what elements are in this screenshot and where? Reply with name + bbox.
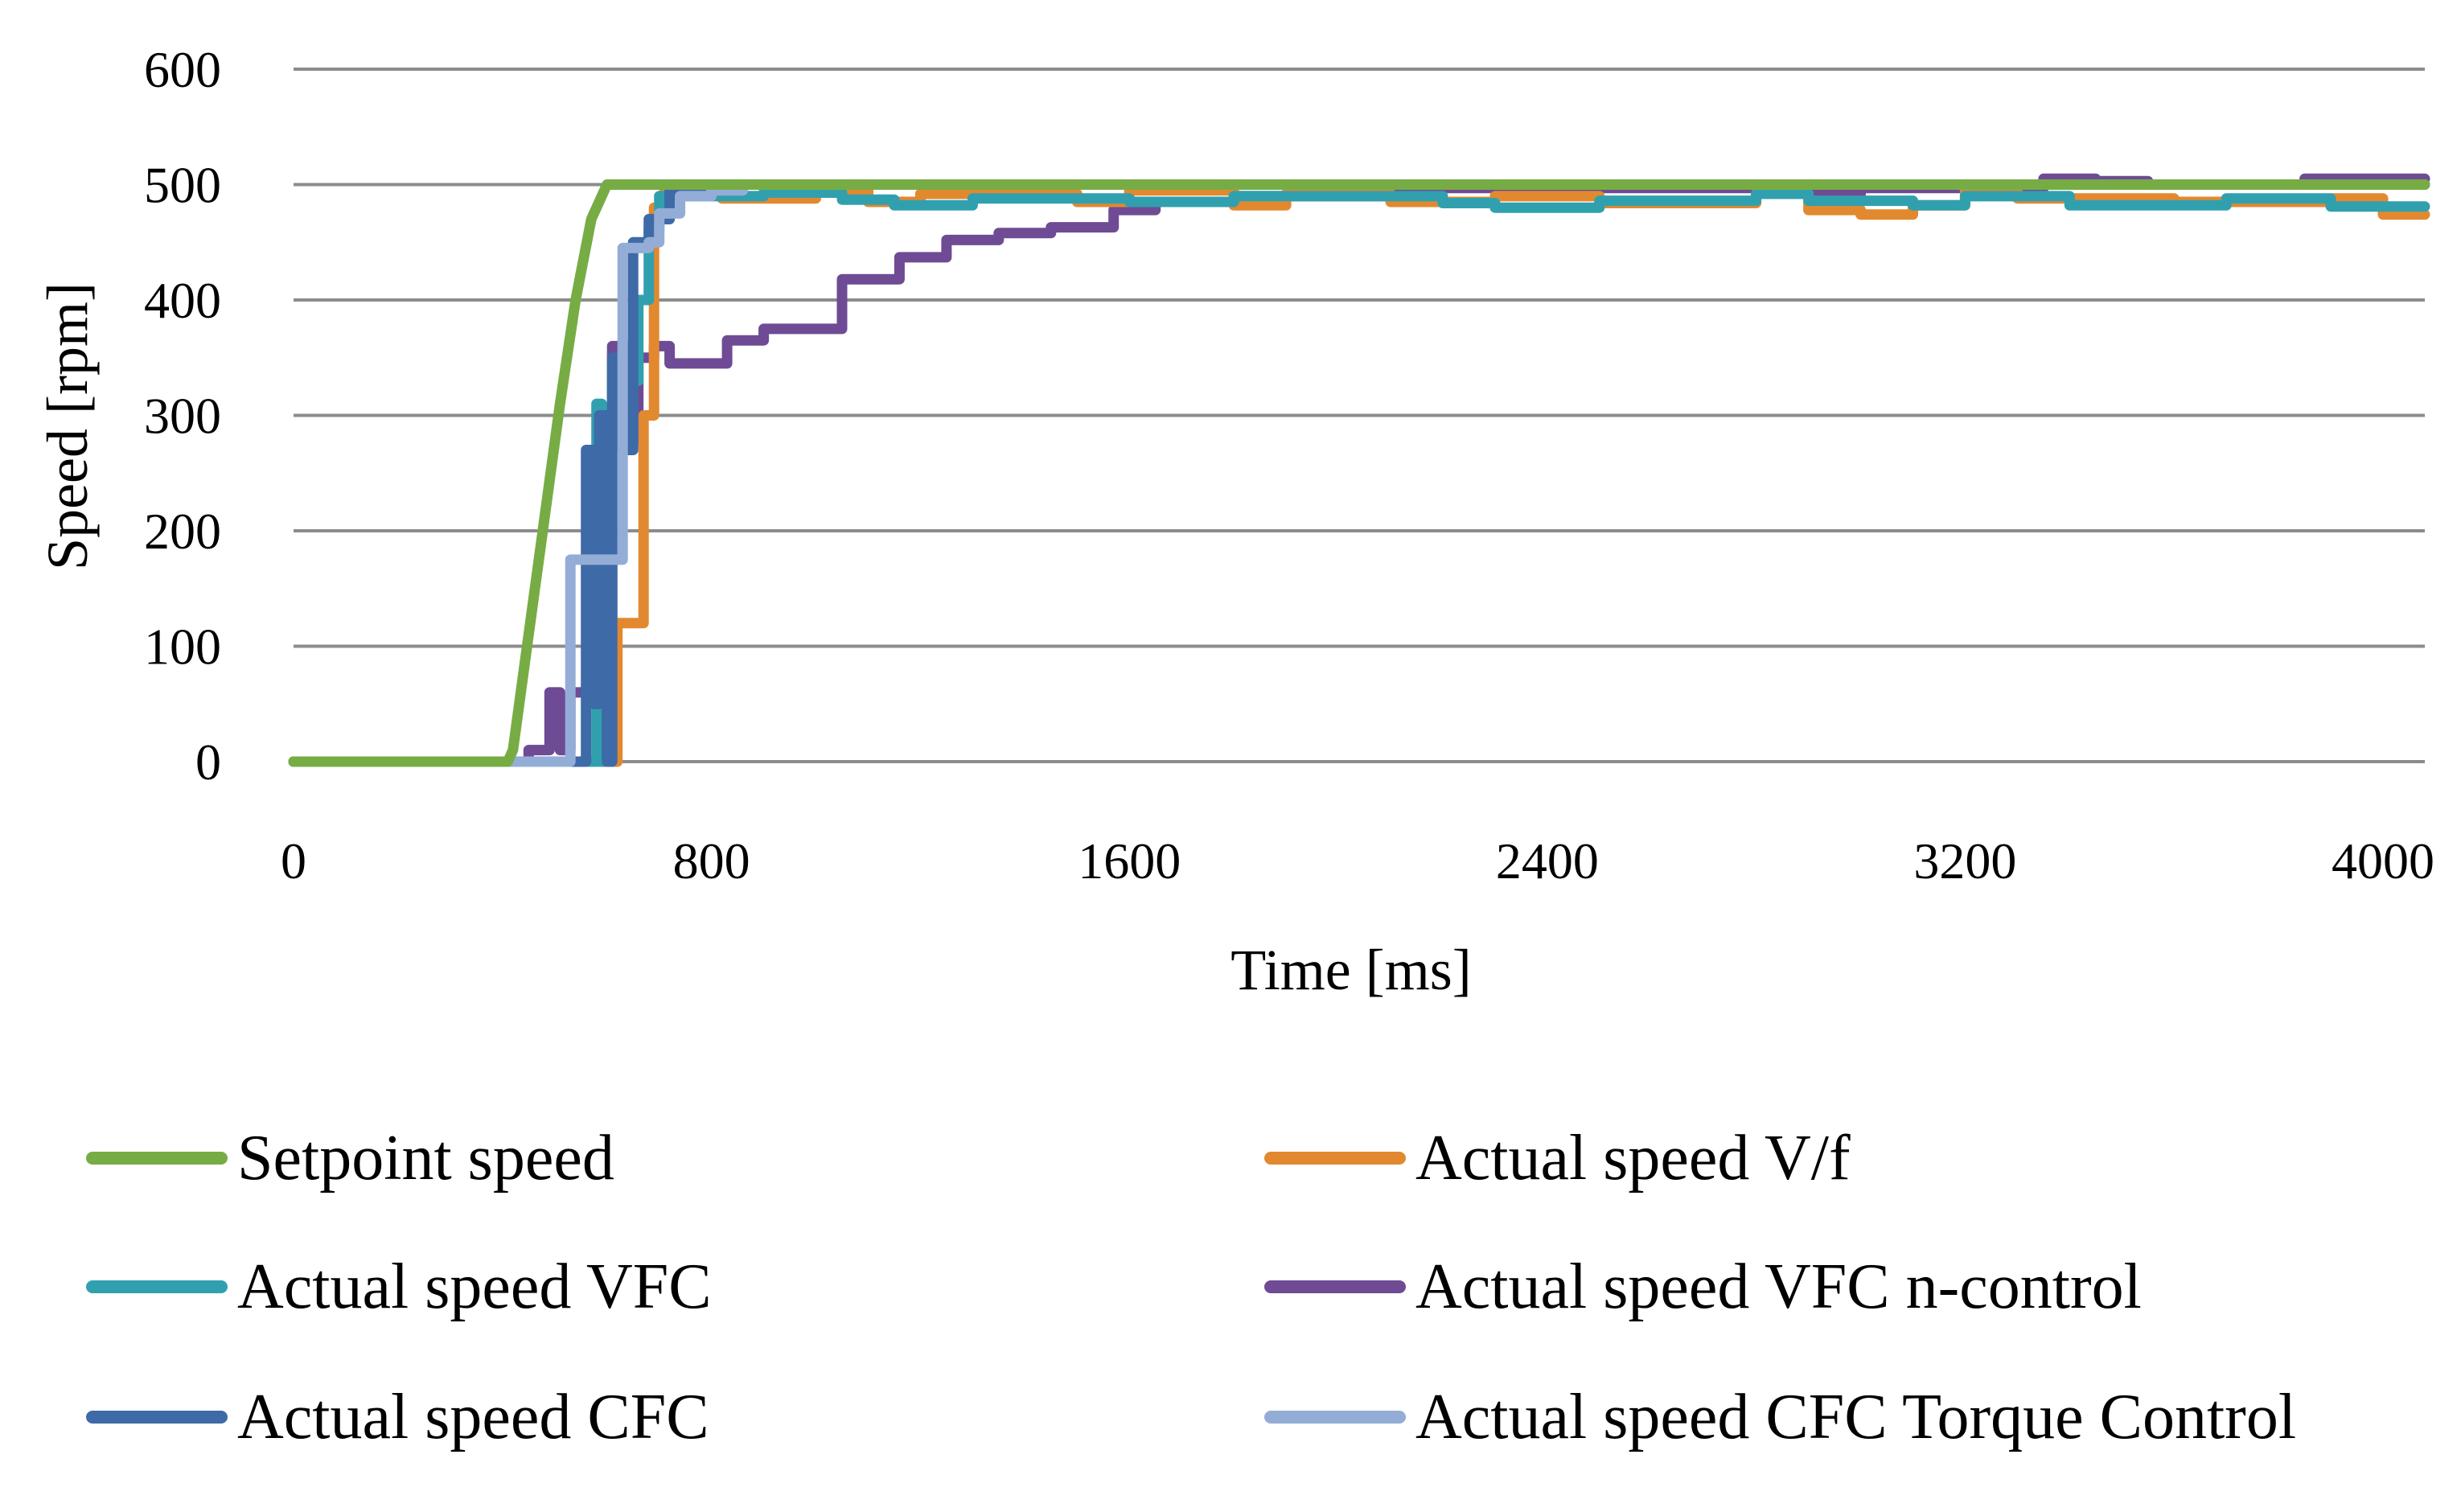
legend-item: Actual speed CFC [86,1382,709,1452]
legend-item: Setpoint speed [86,1123,614,1194]
x-tick-label: 1600 [1078,832,1181,890]
y-tick-label: 200 [144,503,221,560]
series-line-actual-speed-cfc [288,179,2430,767]
legend-item: Actual speed VFC [86,1251,712,1322]
y-tick-label: 500 [144,157,221,214]
series-line-actual-speed-cfc-torque-control [288,179,2430,767]
legend-label: Actual speed CFC [237,1382,709,1452]
legend-item: Actual speed V/f [1264,1123,1851,1194]
legend: Setpoint speed Actual speed V/f Actual spe… [86,1123,2296,1452]
x-tick-label: 4000 [2332,832,2434,890]
y-axis-title: Speed [rpm] [35,282,100,570]
legend-label: Actual speed VFC [237,1251,712,1322]
legend-item: Actual speed CFC Torque Control [1264,1382,2296,1452]
y-tick-label: 600 [144,41,221,98]
y-tick-label: 0 [195,733,221,791]
legend-item: Actual speed VFC n-control [1264,1251,2142,1322]
legend-label: Actual speed V/f [1415,1123,1851,1194]
y-tick-label: 300 [144,388,221,445]
x-tick-label: 0 [281,832,306,890]
legend-label: Actual speed CFC Torque Control [1415,1382,2296,1452]
series-lines [288,173,2430,767]
x-tick-label: 2400 [1496,832,1599,890]
x-tick-label: 3200 [1913,832,2016,890]
y-axis-tick-labels: 0 100 200 300 400 500 600 [144,41,221,791]
y-tick-label: 100 [144,618,221,676]
x-axis-title: Time [ms] [1230,938,1471,1002]
series-line-setpoint-speed [288,179,2430,767]
x-axis-tick-labels: 0 800 1600 2400 3200 4000 [281,832,2434,890]
legend-label: Actual speed VFC n-control [1415,1251,2142,1322]
legend-label: Setpoint speed [237,1123,614,1194]
y-tick-label: 400 [144,272,221,329]
x-tick-label: 800 [673,832,750,890]
